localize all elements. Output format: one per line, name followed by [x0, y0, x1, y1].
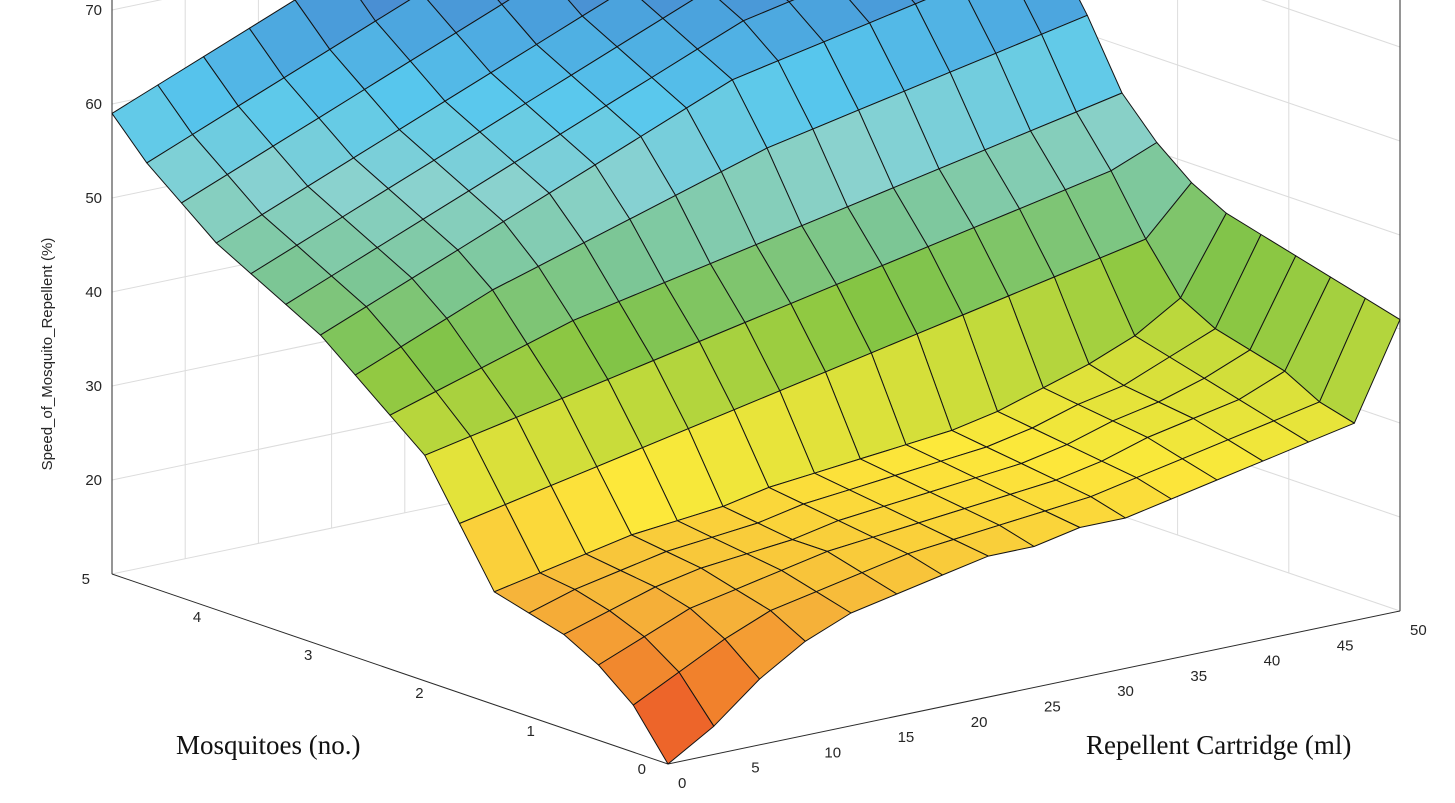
- y-tick-label: 50: [1410, 622, 1427, 639]
- x-tick-label: 0: [638, 761, 646, 778]
- z-tick-label: 60: [85, 96, 102, 113]
- surface-patch: [567, 0, 610, 17]
- z-tick-label: 30: [85, 378, 102, 395]
- z-tick-label: 40: [85, 284, 102, 301]
- surface-patch: [641, 0, 694, 19]
- x-axis-label: Mosquitoes (no.): [176, 730, 361, 760]
- axis-edge: [111, 573, 669, 765]
- z-tick-label: 20: [85, 472, 102, 489]
- z-tick-label: 50: [85, 190, 102, 207]
- z-axis-label: Speed_of_Mosquito_Repellent (%): [39, 238, 56, 471]
- x-tick-label: 4: [193, 609, 201, 626]
- y-tick-label: 45: [1337, 637, 1354, 654]
- x-tick-label: 5: [82, 571, 90, 588]
- y-tick-label: 5: [751, 760, 759, 777]
- y-tick-label: 0: [678, 775, 686, 792]
- y-tick-label: 25: [1044, 699, 1061, 716]
- x-tick-label: 2: [415, 685, 423, 702]
- surface-patch: [632, 671, 715, 765]
- y-tick-label: 15: [898, 729, 915, 746]
- axis-edge: [667, 610, 1401, 765]
- y-tick-label: 10: [824, 744, 841, 761]
- y-tick-label: 30: [1117, 683, 1134, 700]
- x-tick-label: 3: [304, 647, 312, 664]
- surface-patch: [497, 0, 510, 5]
- tick-labels: 2030405060708001234505101520253035404550: [82, 2, 1427, 792]
- surface-patches: [111, 0, 1401, 765]
- z-tick-label: 70: [85, 2, 102, 19]
- y-tick-label: 40: [1264, 653, 1281, 670]
- y-axis-label: Repellent Cartridge (ml): [1086, 730, 1351, 760]
- y-tick-label: 35: [1190, 668, 1207, 685]
- x-tick-label: 1: [526, 723, 534, 740]
- y-tick-label: 20: [971, 714, 988, 731]
